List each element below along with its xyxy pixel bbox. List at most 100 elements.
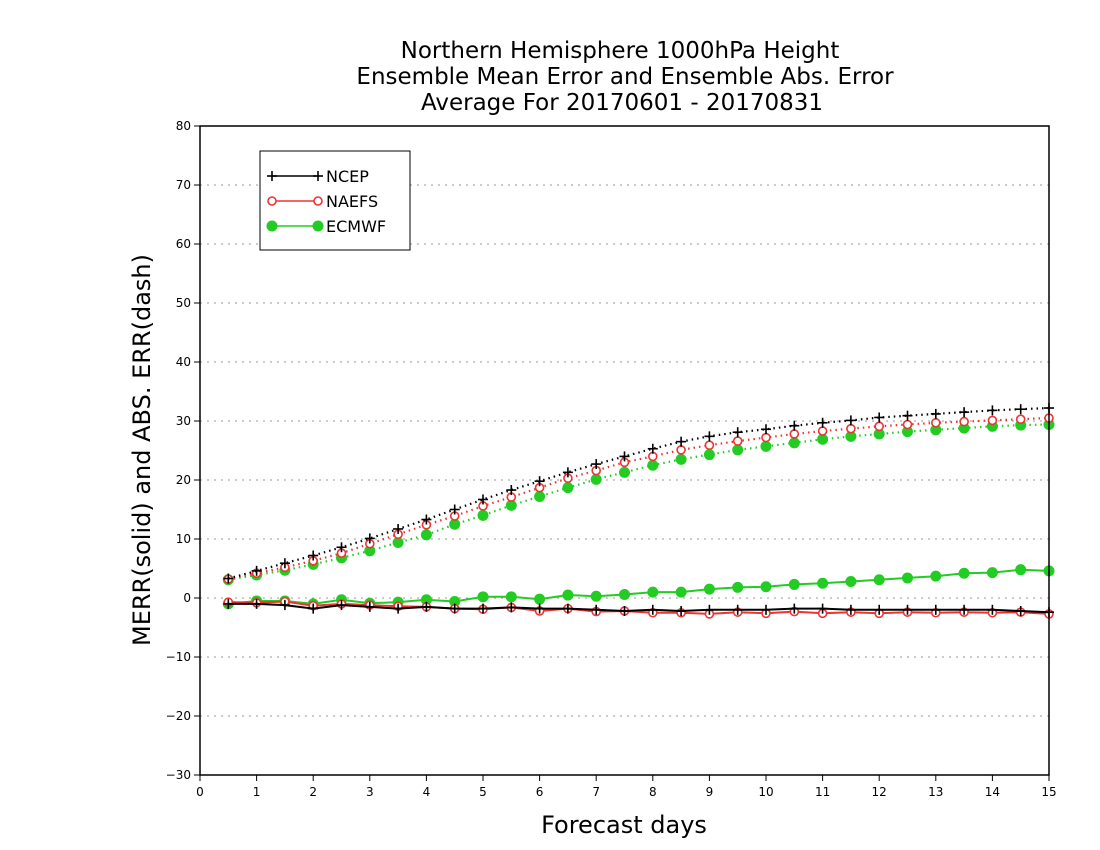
x-tick-label: 9 <box>706 785 714 799</box>
ecmwf-abs-point <box>562 482 574 494</box>
ncep-abs-point <box>364 533 375 544</box>
ecmwf-merr-point <box>760 581 772 593</box>
ncep-merr-point <box>761 604 771 615</box>
ecmwf-merr-point <box>732 581 744 593</box>
plot-frame <box>199 125 1050 776</box>
ncep-abs-point <box>874 412 885 423</box>
ncep-merr-point <box>449 603 460 614</box>
ecmwf-merr-point <box>788 578 800 590</box>
y-tick-label: 80 <box>176 119 191 133</box>
naefs-abs-line <box>228 416 1050 581</box>
ncep-merr-point <box>704 604 715 615</box>
ncep-merr-point <box>393 603 404 614</box>
x-tick-label: 10 <box>758 785 773 799</box>
naefs-merr-line <box>228 600 1050 615</box>
ncep-abs-point <box>562 467 573 478</box>
ncep-merr-point <box>506 602 517 613</box>
naefs-abs-point <box>732 436 743 446</box>
ecmwf-abs-point <box>788 437 800 449</box>
y-tick-label: 60 <box>176 237 191 251</box>
grid <box>200 184 1049 717</box>
ecmwf-abs-point <box>534 491 546 503</box>
ecmwf-abs-point <box>477 509 489 521</box>
x-tick-label: 14 <box>985 785 1000 799</box>
ecmwf-abs-point <box>760 440 772 452</box>
naefs-abs-point <box>874 421 885 432</box>
ncep-merr-point <box>647 604 658 615</box>
x-tick-label: 3 <box>366 785 374 799</box>
ecmwf-merr-point <box>562 589 574 601</box>
naefs-abs-point <box>930 417 941 428</box>
ncep-abs-point <box>478 494 488 505</box>
series-naefs <box>223 413 1054 619</box>
ncep-abs-point <box>817 417 828 428</box>
ecmwf-merr-point <box>902 572 913 584</box>
ecmwf-merr-point <box>958 567 970 579</box>
ecmwf-merr-point <box>703 583 715 595</box>
ncep-abs-point <box>279 558 290 569</box>
x-tick-label: 11 <box>815 785 830 799</box>
ecmwf-abs-line <box>228 423 1050 581</box>
ncep-merr-point <box>676 605 687 616</box>
ecmwf-merr-point <box>986 567 998 579</box>
ncep-merr-point <box>959 604 970 615</box>
naefs-abs-point <box>1015 414 1026 425</box>
ecmwf-abs-point <box>590 473 602 485</box>
legend-marker-right <box>312 220 324 232</box>
ecmwf-abs-point <box>703 449 715 461</box>
legend-marker-right <box>313 196 323 206</box>
ncep-abs-point <box>591 459 602 470</box>
x-tick-label: 6 <box>536 785 544 799</box>
legend-item-ecmwf: ECMWF <box>266 217 386 236</box>
legend: NCEP NAEFS ECMWF <box>259 150 411 251</box>
ncep-merr-point <box>223 598 234 609</box>
ncep-abs-point <box>789 420 800 431</box>
ncep-merr-point <box>562 603 573 614</box>
ncep-abs-point <box>676 436 687 447</box>
series-ecmwf <box>222 419 1055 610</box>
ecmwf-merr-point <box>619 588 630 600</box>
legend-items: NCEP NAEFS ECMWF <box>266 167 386 236</box>
ncep-merr-point <box>845 604 856 615</box>
naefs-abs-point <box>902 419 913 430</box>
legend-label-naefs: NAEFS <box>326 192 378 211</box>
x-tick-label: 4 <box>423 785 431 799</box>
legend-marker-right <box>313 171 323 181</box>
ncep-merr-point <box>336 600 347 611</box>
ncep-merr-point <box>619 605 630 616</box>
ecmwf-merr-point <box>647 586 659 598</box>
ncep-abs-point <box>704 431 715 442</box>
ncep-abs-point <box>506 485 517 496</box>
ncep-abs-point <box>902 410 913 421</box>
ecmwf-abs-point <box>619 466 630 478</box>
ecmwf-abs-point <box>732 444 744 456</box>
x-tick-label: 13 <box>928 785 943 799</box>
ncep-abs-point <box>308 550 319 561</box>
series-ncep <box>223 403 1054 618</box>
x-tick-label: 5 <box>479 785 487 799</box>
ncep-abs-line <box>228 406 1050 580</box>
y-tick-label: 10 <box>176 532 191 546</box>
chart-title-line-2: Ensemble Mean Error and Ensemble Abs. Er… <box>356 64 894 90</box>
ncep-abs-point <box>393 523 404 534</box>
x-axis-label: Forecast days <box>541 811 707 839</box>
ncep-abs-point <box>959 407 970 418</box>
chart-title-line-3: Average For 20170601 - 20170831 <box>421 90 823 116</box>
ecmwf-abs-point <box>647 459 659 471</box>
ncep-abs-point <box>223 573 234 584</box>
naefs-abs-point <box>789 429 800 439</box>
series-layer <box>222 403 1055 619</box>
y-tick-label: 50 <box>176 296 191 310</box>
ncep-abs-point <box>534 476 545 487</box>
y-tick-label: 20 <box>176 473 191 487</box>
ncep-merr-point <box>987 604 998 615</box>
y-tick-label: −30 <box>166 768 191 782</box>
y-tick-label: −10 <box>166 650 191 664</box>
ecmwf-merr-point <box>873 574 885 586</box>
ncep-merr-point <box>591 604 602 615</box>
ncep-merr-point <box>732 604 743 615</box>
ncep-abs-point <box>845 415 856 426</box>
x-tick-label: 8 <box>649 785 657 799</box>
